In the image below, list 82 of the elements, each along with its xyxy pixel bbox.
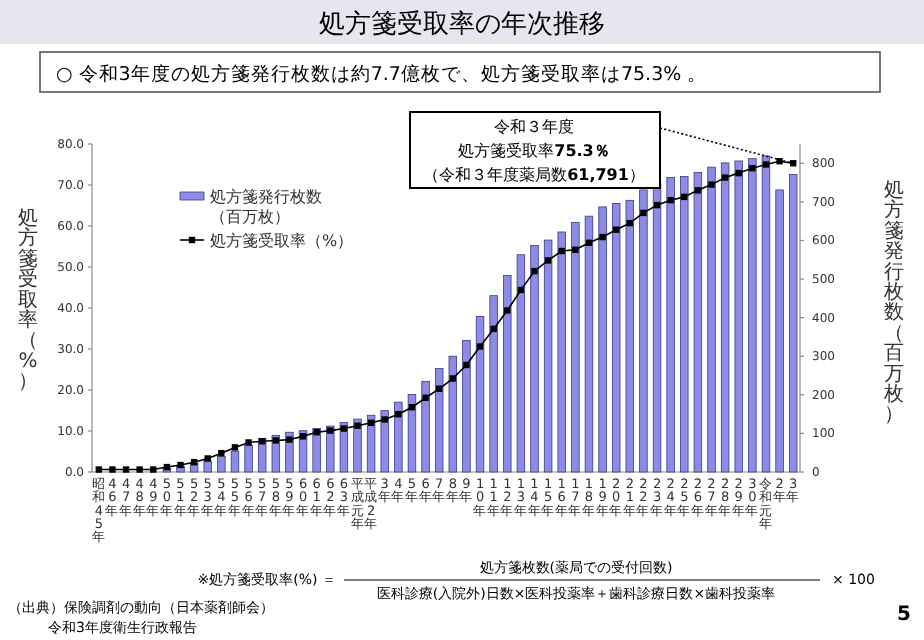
- bar: [434, 368, 444, 473]
- legend-label: 処方箋発行枚数（百万枚）: [210, 188, 322, 226]
- chart-subtitle: ○ 令和3年度の処方箋発行枚数は約7.7億枚で、処方箋受取率は75.3% 。: [56, 62, 708, 86]
- annotation: （令和３年度薬局数61,791）: [423, 166, 645, 184]
- bar: [639, 189, 648, 473]
- bar: [788, 174, 798, 473]
- point: [395, 410, 402, 418]
- point: [122, 466, 130, 473]
- bar: [775, 189, 784, 473]
- point: [544, 257, 552, 264]
- bar: [421, 380, 430, 473]
- point: [109, 466, 116, 473]
- annotation: 処方箋受取率75.3％: [458, 142, 610, 160]
- chart-title: 処方箋受取率の年次推移: [319, 8, 605, 40]
- point: [504, 307, 511, 314]
- bar: [366, 414, 376, 473]
- bar: [720, 162, 730, 473]
- point: [136, 466, 143, 473]
- point: [599, 233, 606, 241]
- bar: [407, 394, 417, 473]
- point: [449, 375, 457, 382]
- bar: [748, 158, 757, 473]
- point: [463, 361, 470, 369]
- point: [150, 466, 157, 473]
- bar: [448, 355, 458, 473]
- bar: [530, 245, 539, 473]
- point: [286, 436, 293, 443]
- bar: [598, 206, 607, 473]
- point: [245, 439, 252, 446]
- point: [422, 394, 429, 401]
- text: 5: [897, 604, 912, 626]
- point: [327, 427, 334, 434]
- point: [272, 437, 280, 444]
- point: [612, 226, 620, 233]
- bar: [693, 172, 703, 473]
- bar: [244, 444, 253, 473]
- bar: [475, 316, 485, 473]
- point: [762, 161, 770, 168]
- point: [354, 422, 361, 429]
- bar: [611, 203, 621, 473]
- point: [299, 433, 307, 440]
- point: [667, 196, 674, 204]
- point: [640, 209, 647, 217]
- bar: [489, 295, 498, 473]
- point: [749, 164, 756, 172]
- bar: [734, 160, 743, 473]
- point: [381, 416, 388, 423]
- bar: [394, 401, 403, 473]
- bar: [652, 182, 662, 473]
- bar: [203, 460, 212, 473]
- bar: [625, 199, 635, 473]
- point: [218, 449, 225, 457]
- bar: [707, 166, 716, 473]
- text: 処方箋発行枚数（百万枚）: [884, 180, 904, 427]
- point: [708, 181, 715, 188]
- bar: [543, 239, 553, 473]
- bar: [761, 155, 771, 473]
- point: [476, 343, 484, 350]
- bar: [217, 456, 226, 473]
- bar: [516, 254, 526, 473]
- bar: [571, 221, 580, 473]
- bar: [503, 275, 512, 473]
- bar: [666, 177, 675, 473]
- bar: [462, 340, 471, 473]
- point: [531, 267, 538, 275]
- point: [204, 455, 211, 462]
- point: [490, 325, 497, 333]
- point: [340, 425, 348, 432]
- point: [572, 246, 579, 253]
- point: [776, 158, 783, 165]
- text: 令和３年度: [494, 118, 574, 136]
- bar: [584, 215, 594, 473]
- text: 処方箋受取率（%）: [18, 208, 38, 394]
- point: [721, 174, 729, 181]
- legend-label: 処方箋受取率（%）: [210, 232, 354, 250]
- bar: [557, 231, 566, 473]
- point: [313, 429, 320, 436]
- bar: [680, 176, 689, 473]
- bar: [230, 450, 240, 473]
- point: [231, 444, 239, 451]
- point: [95, 466, 103, 473]
- point: [694, 187, 702, 194]
